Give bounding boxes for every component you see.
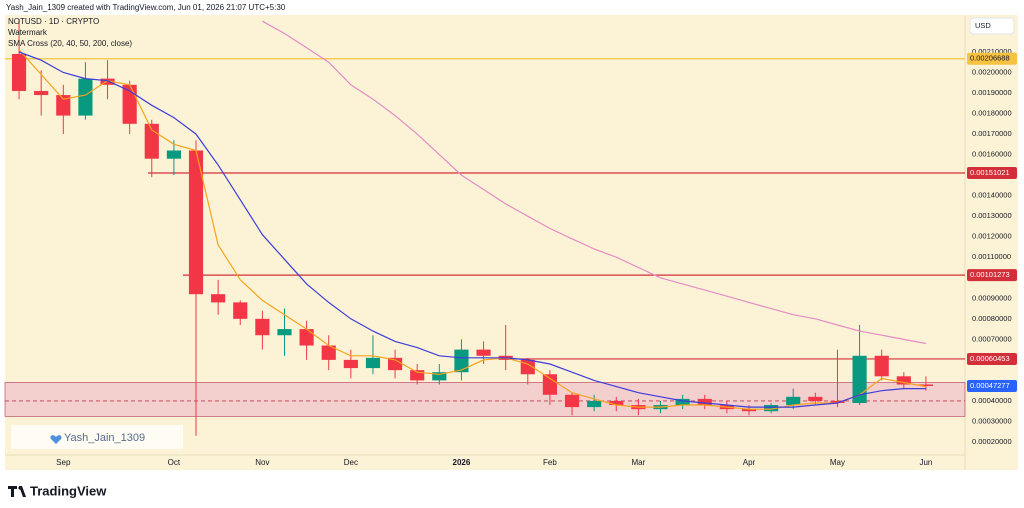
candle-body [277, 329, 292, 336]
price-level-tag [967, 52, 1017, 65]
logo-mark [8, 486, 26, 497]
candle-body [321, 345, 336, 360]
candle-body [78, 78, 93, 116]
indicator-label: Watermark [8, 28, 48, 37]
watermark-box [11, 425, 183, 449]
candle-body [211, 294, 226, 303]
candle-body [56, 95, 71, 116]
y-tick-label: 0.00160000 [972, 150, 1012, 159]
candle-body [808, 396, 823, 401]
candle-body [454, 349, 469, 373]
candle-body [764, 405, 779, 412]
currency[interactable]: USD [975, 21, 991, 30]
x-tick-label: Mar [632, 458, 646, 467]
candle-body [100, 78, 115, 85]
y-tick-label: 0.00030000 [972, 416, 1012, 425]
y-tick-label: 0.00140000 [972, 191, 1012, 200]
candle-body [476, 349, 491, 356]
candle-body [432, 372, 447, 381]
last-price-tag [967, 380, 1017, 393]
moving-average [18, 51, 926, 408]
candle-body [741, 409, 757, 412]
price-level-tag [967, 269, 1017, 282]
y-tick-label: 0.00190000 [972, 88, 1012, 97]
x-tick-label: Jun [919, 458, 932, 467]
candle-body [918, 384, 934, 387]
y-tick-label: 0.00200000 [972, 67, 1012, 76]
heart-icon [50, 435, 62, 444]
candle-body [675, 398, 690, 406]
x-tick-label: Sep [56, 458, 71, 467]
y-tick-label: 0.00170000 [972, 129, 1012, 138]
brand-logo [8, 486, 26, 497]
y-tick-label: 0.00210000 [972, 47, 1012, 56]
candle-body [34, 90, 49, 96]
x-tick-label: Oct [168, 458, 181, 467]
candle-body [233, 302, 248, 319]
chart-background [5, 15, 1018, 470]
y-tick-label: 0.00130000 [972, 211, 1012, 220]
price-level-label: 0.00206688 [970, 54, 1010, 63]
indicator-label: SMA Cross (20, 40, 50, 200, close) [8, 39, 132, 48]
candle-body [830, 400, 845, 403]
y-tick-label: 0.00070000 [972, 334, 1012, 343]
moving-average [18, 49, 927, 410]
credit: Yash_Jain_1309 created with TradingView.… [6, 3, 286, 12]
candle-body [896, 376, 911, 385]
candle-body [786, 396, 801, 406]
y-tick-label: 0.00180000 [972, 109, 1012, 118]
price-level-tag [967, 352, 1017, 365]
candle-body [343, 359, 358, 369]
candle-body [874, 355, 889, 377]
candle-body [410, 370, 425, 381]
watermark: Yash_Jain_1309 [64, 432, 145, 444]
candle-body [852, 355, 867, 403]
candle-body [609, 400, 624, 406]
candle-body [122, 84, 137, 124]
x-tick-label: Nov [255, 458, 269, 467]
candle-body [255, 318, 270, 336]
zone [4, 382, 966, 417]
price-level-tag [967, 167, 1017, 180]
symbol-title: NOTUSD · 1D · CRYPTO [8, 17, 99, 26]
price-level-label: 0.00101273 [970, 270, 1010, 279]
x-tick-label: Feb [543, 458, 557, 467]
y-tick-label: 0.00020000 [972, 437, 1012, 446]
candle-body [299, 329, 314, 346]
price-level-label: 0.00060453 [970, 354, 1010, 363]
candle-body [542, 374, 557, 395]
currency-box[interactable] [969, 17, 1015, 35]
x-tick-label: May [830, 458, 845, 467]
candle-body [564, 394, 580, 408]
x-tick-label: Dec [344, 458, 358, 467]
candle-body [365, 357, 381, 369]
candle-body [166, 150, 181, 159]
candle-body [388, 357, 403, 371]
moving-average [262, 20, 927, 345]
candle-body [11, 54, 27, 91]
y-tick-label: 0.00080000 [972, 314, 1012, 323]
candle-body [188, 150, 204, 295]
y-tick-label: 0.00040000 [972, 396, 1012, 405]
y-tick-label: 0.00090000 [972, 293, 1012, 302]
candle-body [587, 400, 602, 408]
x-tick-label: 2026 [453, 458, 471, 467]
x-tick-label: Apr [743, 458, 756, 467]
y-tick-label: 0.00110000 [972, 252, 1011, 261]
y-tick-label: 0.00120000 [972, 232, 1012, 241]
brand: TradingView [30, 483, 107, 498]
last-price-label: 0.00047277 [970, 381, 1010, 390]
plot-area [4, 19, 966, 436]
price-level-label: 0.00151021 [970, 168, 1010, 177]
candle-body [697, 398, 712, 406]
logo-dot [18, 486, 22, 490]
